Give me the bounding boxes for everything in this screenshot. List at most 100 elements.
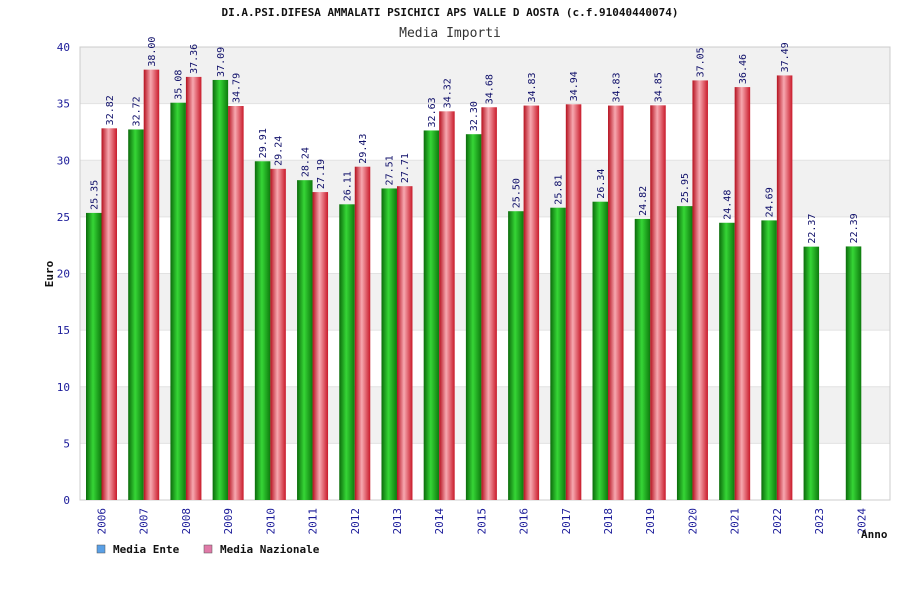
y-tick-label: 10 <box>57 381 70 394</box>
x-tick-label: 2017 <box>560 508 573 535</box>
bar-media-ente-2006 <box>86 212 102 500</box>
bar-media-nazionale-2010 <box>270 168 286 500</box>
x-tick-label: 2011 <box>307 508 320 535</box>
bar-media-ente-2013 <box>381 188 397 500</box>
x-tick-label: 2019 <box>644 508 657 535</box>
bar-media-nazionale-2015 <box>481 107 497 501</box>
x-tick-label: 2015 <box>475 508 488 535</box>
bar-media-ente-2012 <box>339 204 355 500</box>
bar-media-nazionale-2020 <box>692 80 708 500</box>
bar-media-ente-2022 <box>761 220 777 501</box>
legend-label-media-nazionale: Media Nazionale <box>220 543 320 556</box>
bar-media-ente-2019 <box>634 218 651 500</box>
bar-value-label: 28.24 <box>300 147 311 177</box>
x-tick-label: 2014 <box>433 508 446 535</box>
bar-value-label: 32.82 <box>105 95 116 125</box>
bar-value-label: 32.63 <box>427 97 438 127</box>
x-tick-label: 2018 <box>602 508 615 535</box>
x-tick-label: 2010 <box>264 508 277 535</box>
x-tick-label: 2022 <box>771 508 784 535</box>
bar-value-label: 22.37 <box>807 214 818 244</box>
bar-media-nazionale-2009 <box>228 106 244 501</box>
bar-value-label: 29.91 <box>258 128 269 158</box>
bar-value-label: 36.46 <box>738 54 749 84</box>
y-tick-label: 20 <box>57 268 70 281</box>
bar-value-label: 24.69 <box>765 187 776 217</box>
bar-media-ente-2023 <box>803 246 820 500</box>
bar-media-nazionale-2021 <box>734 87 751 500</box>
bar-media-nazionale-2013 <box>396 186 413 500</box>
legend-label-media-ente: Media Ente <box>113 543 180 556</box>
bar-value-label: 38.00 <box>147 37 158 67</box>
bar-media-ente-2016 <box>508 211 524 500</box>
x-axis-ticks: 2006 2007 2008 2009 2010 2011 2012 2013 2014 2015… <box>96 508 869 535</box>
bar-value-label: 25.35 <box>89 180 100 210</box>
bar-value-label: 35.08 <box>174 70 185 100</box>
bar-media-nazionale-2022 <box>776 75 793 500</box>
bar-value-label: 32.72 <box>131 96 142 126</box>
legend: Media Ente Media Nazionale <box>96 543 320 556</box>
legend-swatch-media-nazionale <box>203 544 213 554</box>
y-tick-label: 35 <box>57 98 70 111</box>
bar-value-label: 34.79 <box>231 73 242 103</box>
bar-value-label: 27.71 <box>400 153 411 183</box>
y-tick-label: 15 <box>57 324 70 337</box>
bar-media-ente-2014 <box>423 130 440 500</box>
bar-value-label: 37.05 <box>696 47 707 77</box>
bar-media-ente-2018 <box>592 201 609 500</box>
bar-value-label: 34.83 <box>527 72 538 102</box>
y-tick-label: 25 <box>57 211 70 224</box>
bar-media-nazionale-2019 <box>650 105 666 500</box>
bar-value-label: 24.48 <box>722 190 733 220</box>
bar-value-label: 29.24 <box>274 136 285 166</box>
bar-media-ente-2009 <box>212 79 229 500</box>
x-tick-label: 2007 <box>138 508 151 535</box>
x-tick-label: 2013 <box>391 508 404 535</box>
bar-value-label: 32.30 <box>469 101 480 131</box>
bar-value-label: 34.94 <box>569 71 580 101</box>
y-axis-label: Euro <box>43 260 56 287</box>
bar-media-nazionale-2016 <box>523 105 540 501</box>
bar-media-nazionale-2014 <box>439 111 455 501</box>
y-tick-label: 0 <box>63 494 70 507</box>
x-axis-label: Anno <box>861 528 888 541</box>
bar-media-ente-2024 <box>845 246 862 500</box>
x-tick-label: 2016 <box>518 508 531 535</box>
bar-value-label: 25.50 <box>511 178 522 208</box>
y-axis-ticks: 0 5 10 15 20 25 30 35 40 <box>57 41 70 507</box>
bar-value-label: 34.32 <box>442 78 453 108</box>
x-tick-label: 2012 <box>349 508 362 535</box>
bar-value-label: 29.43 <box>358 134 369 164</box>
bar-media-nazionale-2018 <box>608 105 624 501</box>
bar-media-nazionale-2008 <box>185 76 202 500</box>
bar-value-label: 22.39 <box>849 213 860 243</box>
bar-value-label: 26.11 <box>343 171 354 201</box>
bar-media-ente-2021 <box>719 222 735 500</box>
bar-value-label: 34.85 <box>653 72 664 102</box>
y-tick-label: 40 <box>57 41 70 54</box>
y-tick-label: 5 <box>63 437 70 450</box>
bar-media-ente-2007 <box>128 129 144 501</box>
bar-media-nazionale-2006 <box>101 128 117 500</box>
bar-value-label: 24.82 <box>638 186 649 216</box>
bar-value-label: 25.81 <box>554 175 565 205</box>
bars-group <box>86 69 862 501</box>
bar-value-label: 34.68 <box>485 74 496 104</box>
bar-value-label: 37.36 <box>189 44 200 74</box>
bar-media-ente-2015 <box>465 134 482 500</box>
bar-media-ente-2010 <box>254 161 271 500</box>
bar-value-label: 27.19 <box>316 159 327 189</box>
bar-media-ente-2020 <box>676 206 693 500</box>
bar-value-label: 26.34 <box>596 169 607 199</box>
x-tick-label: 2006 <box>96 508 109 535</box>
legend-swatch-media-ente <box>96 544 106 554</box>
x-tick-label: 2020 <box>686 508 699 535</box>
x-tick-label: 2021 <box>729 508 742 535</box>
bar-value-label: 34.83 <box>611 72 622 102</box>
chart-subtitle: Media Importi <box>399 26 501 41</box>
bar-media-nazionale-2012 <box>354 166 371 500</box>
bar-labels-group: 25.35 32.82 32.72 38.00 35.08 37.36 37.09 34.79… <box>89 37 860 244</box>
bar-value-label: 27.51 <box>385 155 396 185</box>
x-tick-label: 2009 <box>222 508 235 535</box>
